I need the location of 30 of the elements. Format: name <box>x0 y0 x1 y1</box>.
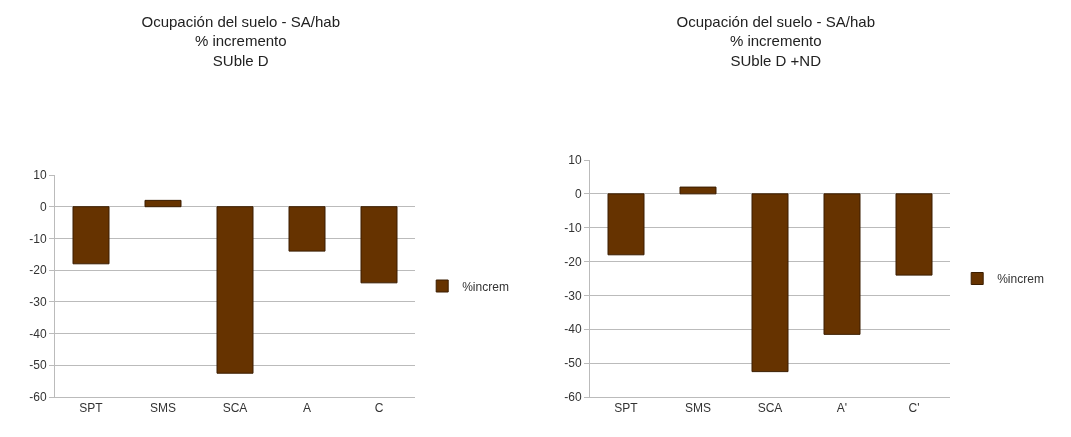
x-tick-label: SPT <box>79 401 104 416</box>
y-tick-label: -40 <box>29 326 47 341</box>
y-tick-label: 0 <box>574 187 582 202</box>
x-tick-label: SMS <box>149 401 177 416</box>
y-tick-label: 10 <box>568 153 582 168</box>
y-tick-label: -40 <box>564 322 582 337</box>
y-tick-label: -10 <box>564 220 582 235</box>
y-tick-label: -20 <box>29 263 47 278</box>
y-tick-label: -20 <box>564 254 582 269</box>
y-tick-label: -30 <box>564 288 582 303</box>
chart-title: Ocupación del suelo - SA/hab % incremento SUble D +ND <box>676 12 875 69</box>
x-tick-label: C <box>374 401 384 416</box>
y-tick-label: -10 <box>29 231 47 246</box>
x-tick-label: SMS <box>684 401 712 416</box>
y-tick-label: 10 <box>33 168 47 183</box>
y-tick-label: -60 <box>564 390 582 405</box>
y-tick-label: -50 <box>564 356 582 371</box>
x-tick-label: SPT <box>614 401 639 416</box>
chart-title: Ocupación del suelo - SA/hab % incremento SUble D <box>141 12 340 69</box>
x-tick-label: SCA <box>222 401 248 416</box>
legend-label: %increm <box>997 272 1044 287</box>
legend-label: %increm <box>462 279 509 294</box>
y-tick-label: -30 <box>29 295 47 310</box>
x-tick-label: A <box>302 401 312 416</box>
x-tick-label: A' <box>836 401 848 416</box>
x-tick-label: C' <box>908 401 920 416</box>
x-tick-label: SCA <box>757 401 783 416</box>
y-tick-label: -60 <box>29 390 47 405</box>
y-tick-label: -50 <box>29 358 47 373</box>
y-tick-label: 0 <box>39 199 47 214</box>
